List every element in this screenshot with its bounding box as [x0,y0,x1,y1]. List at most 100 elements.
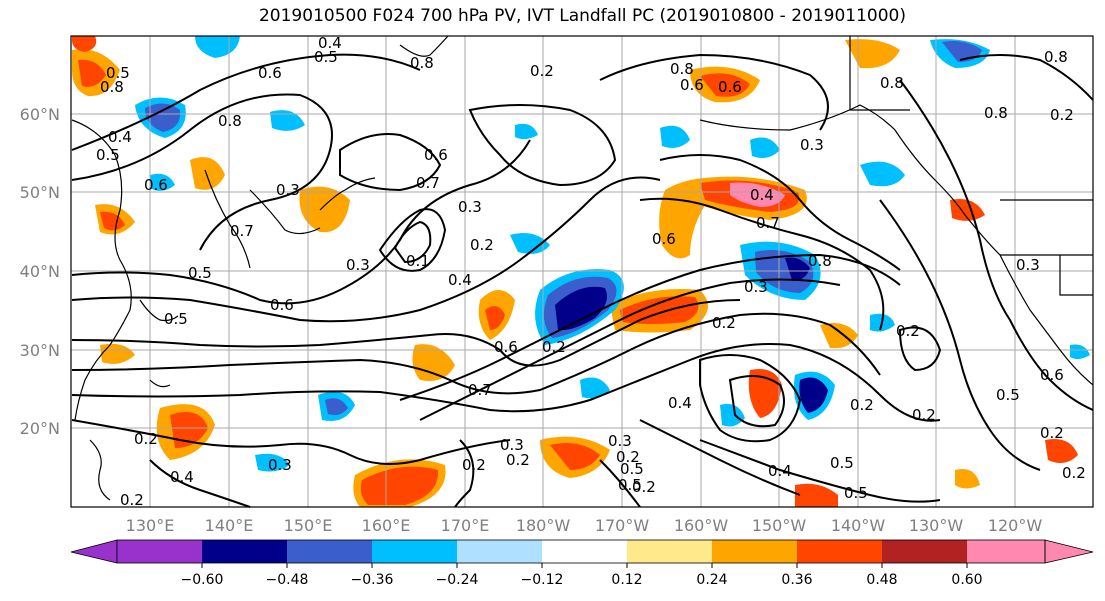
contour-label: 0.3 [800,136,824,154]
lon-label: 170°E [441,516,490,535]
colorbar-tick-label: 0.36 [781,572,812,588]
contour-label: 0.2 [912,406,936,424]
contour-label: 0.6 [718,78,742,96]
contour-label: 0.8 [410,54,434,72]
graticule [71,36,1093,507]
contour-label: 0.7 [416,174,440,192]
map-frame [70,35,1094,508]
contour-label: 0.5 [164,310,188,328]
colorbar-swatch [372,540,457,563]
contour-label: 0.4 [750,186,774,204]
colorbar-tick-label: 0.48 [866,572,897,588]
colorbar: −0.60 −0.48 −0.36 −0.24 −0.12 0.12 0.24 … [70,539,1094,588]
colorbar-tick-label: −0.48 [266,572,309,588]
contour-label: 0.2 [896,322,920,340]
contour-label: 0.8 [984,104,1008,122]
contour-label: 0.2 [850,396,874,414]
contour-label: 0.3 [500,436,524,454]
contour-label: 0.5 [188,264,212,282]
lon-label: 160°W [674,516,729,535]
lat-label-30n: 30°N [20,341,60,360]
contour-label: 0.2 [542,338,566,356]
lat-label-60n: 60°N [20,105,60,124]
contour-label: 0.5 [618,476,642,494]
contour-label: 0.8 [1044,48,1068,66]
colorbar-tick-label: 0.12 [611,572,642,588]
colorbar-swatch [712,540,797,563]
contour-label: 0.4 [318,34,342,52]
lon-label: 150°W [752,516,807,535]
longitude-labels: 130°E 140°E 150°E 160°E 170°E 180°W 170°… [126,516,1043,535]
contour-label: 0.6 [680,76,704,94]
contour-label: 0.2 [506,451,530,469]
contour-label: 0.7 [468,381,492,399]
page-title: 2019010500 F024 700 hPa PV, IVT Landfall… [258,6,906,26]
lon-label: 150°E [284,516,333,535]
colorbar-swatch [202,540,287,563]
contour-label: 0.2 [1040,424,1064,442]
lon-label: 140°E [205,516,254,535]
coastlines [71,35,1094,501]
colorbar-tick-label: −0.60 [181,572,224,588]
colorbar-outline [116,539,1046,564]
contour-label: 0.5 [830,454,854,472]
contour-label: 0.8 [670,60,694,78]
contour-label: 0.8 [880,74,904,92]
contour-label: 0.2 [632,478,656,496]
lon-label: 180°W [516,516,571,535]
contour-label: 0.2 [462,456,486,474]
contour-label: 0.2 [616,448,640,466]
shaded-anomaly-layer [72,36,1090,507]
contour-label: 0.6 [424,146,448,164]
contour-label: 0.4 [668,394,692,412]
contour-label: 0.2 [120,491,144,509]
contour-label: 0.2 [1050,106,1074,124]
contour-label: 0.8 [100,78,124,96]
contour-label: 0.5 [996,386,1020,404]
colorbar-swatch [542,540,627,563]
colorbar-swatch [117,540,202,563]
contour-label: 0.4 [448,271,472,289]
lon-label: 120°W [988,516,1043,535]
colorbar-tick-label: −0.12 [521,572,564,588]
contour-label: 0.3 [1016,256,1040,274]
contour-label: 0.3 [268,456,292,474]
latitude-labels: 60°N 50°N 40°N 30°N 20°N [20,105,60,438]
colorbar-extend-right [1044,539,1094,564]
contour-label: 0.3 [276,181,300,199]
pv-contours [71,53,1094,508]
contour-label: 0.4 [108,128,132,146]
contour-label: 0.3 [346,256,370,274]
contour-label: 0.3 [458,198,482,216]
lon-label: 170°W [595,516,650,535]
colorbar-swatch [627,540,712,563]
colorbar-swatch [967,540,1045,563]
contour-label: 0.3 [608,432,632,450]
colorbar-swatch [457,540,542,563]
lon-label: 130°E [126,516,175,535]
colorbar-tick-label: −0.24 [436,572,479,588]
contour-label: 0.5 [620,460,644,478]
contour-label: 0.7 [230,222,254,240]
lon-label: 140°W [831,516,886,535]
colorbar-swatch [797,540,882,563]
contour-label: 0.4 [170,468,194,486]
contour-label: 0.8 [808,252,832,270]
colorbar-extend-left [70,539,118,564]
contour-label: 0.2 [712,314,736,332]
contour-label: 0.6 [652,230,676,248]
contour-label: 0.3 [744,278,768,296]
contour-label: 0.6 [258,64,282,82]
colorbar-tick-label: 0.24 [696,572,727,588]
contour-label: 0.4 [768,462,792,480]
contour-labels: 0.4 0.5 0.8 0.2 0.6 0.8 0.5 0.6 0.7 0.6 … [96,34,1086,509]
contour-label: 0.5 [314,48,338,66]
contour-label: 0.6 [1040,366,1064,384]
lat-label-50n: 50°N [20,183,60,202]
lon-label: 160°E [362,516,411,535]
contour-label: 0.6 [144,176,168,194]
colorbar-swatch [882,540,967,563]
contour-label: 0.2 [134,430,158,448]
lon-label: 130°W [909,516,964,535]
